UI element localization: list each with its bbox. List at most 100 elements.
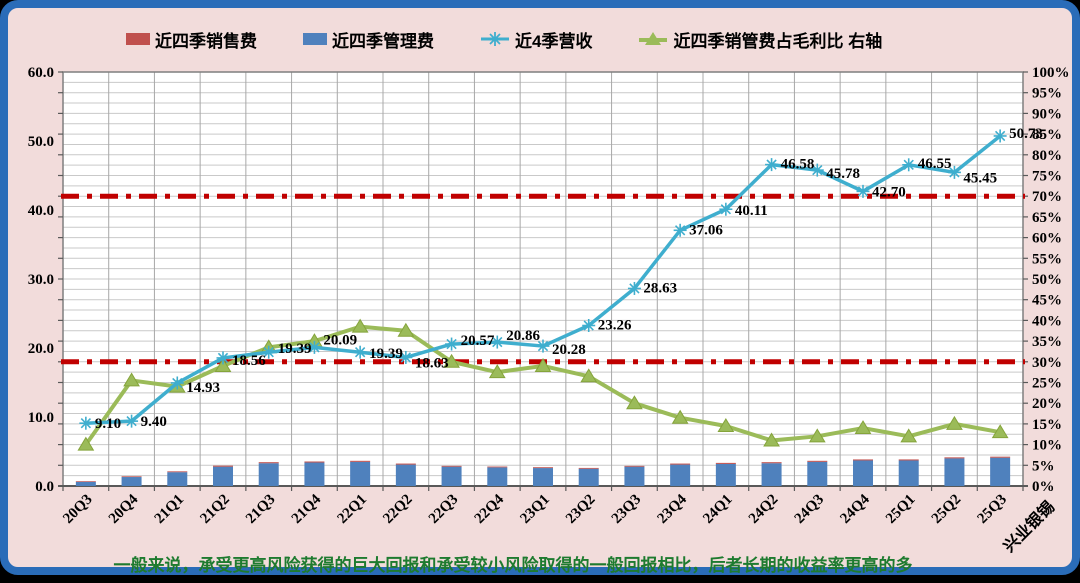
sales-fee-bar [213,465,233,467]
triangle-marker [900,428,918,443]
svg-text:45.78: 45.78 [826,166,860,182]
triangle-marker [946,415,963,430]
mgmt-fee-bar [304,462,325,486]
asterisk-marker [353,345,367,359]
mgmt-fee-bar [578,468,599,486]
triangle-marker [397,322,415,337]
svg-text:0%: 0% [1032,479,1055,495]
triangle-marker [717,417,735,432]
triangle-marker [991,424,1009,439]
ratio-line-series [77,318,1009,451]
legend-label-sales-fee: 近四季销售费 [155,31,257,51]
legend-item-ratio: 近四季销管费占毛利比 右轴 [638,27,882,52]
svg-text:25Q2: 25Q2 [929,492,964,527]
svg-text:23Q3: 23Q3 [609,492,644,527]
asterisk-marker [947,165,961,179]
sales-fee-bar [395,463,416,465]
asterisk-marker [765,158,779,172]
mgmt-fee-bar [761,463,782,486]
svg-text:22Q3: 22Q3 [426,492,461,527]
asterisk-marker [993,129,1007,143]
svg-text:40%: 40% [1032,313,1062,329]
asterisk-marker [125,414,139,428]
mgmt-fee-bar [990,457,1011,486]
sales-fee-bar [258,462,279,464]
sales-fee-bar [670,463,691,465]
svg-text:19.39: 19.39 [278,341,312,357]
sales-fee-bar [121,476,142,478]
axis-ticks [58,71,1028,491]
svg-text:23Q1: 23Q1 [517,492,552,527]
triangle-marker [854,420,872,435]
svg-text:10.0: 10.0 [28,410,54,426]
svg-text:50%: 50% [1032,272,1062,288]
svg-text:95%: 95% [1032,86,1062,102]
svg-text:45%: 45% [1032,293,1062,309]
mgmt-fee-bar [898,460,919,486]
legend-item-sales-fee: 近四季销售费 [126,27,257,52]
svg-text:20Q4: 20Q4 [106,491,142,527]
svg-text:22Q2: 22Q2 [380,492,415,527]
sales-fee-bar [898,459,919,461]
svg-text:9.40: 9.40 [141,414,167,430]
svg-text:14.93: 14.93 [186,380,220,396]
green-line-swatch-icon [639,32,668,45]
svg-text:22Q1: 22Q1 [334,492,369,527]
svg-text:46.55: 46.55 [918,156,952,172]
triangle-marker [534,357,552,372]
asterisk-marker [262,345,276,359]
asterisk-marker [216,351,230,365]
sales-fee-bar [944,457,965,459]
sales-fee-bar [761,462,782,464]
svg-text:24Q1: 24Q1 [700,492,735,527]
mgmt-fee-bar [670,464,691,486]
svg-text:20.28: 20.28 [552,342,586,358]
svg-text:70%: 70% [1032,189,1062,205]
asterisk-marker [810,163,824,177]
svg-text:80%: 80% [1032,148,1062,164]
triangle-marker [214,357,232,372]
svg-text:23Q4: 23Q4 [654,491,690,527]
triangle-marker [123,372,140,387]
svg-text:23Q2: 23Q2 [563,492,598,527]
svg-text:100%: 100% [1032,65,1070,81]
asterisk-marker [856,184,870,198]
triangle-marker [488,364,506,379]
sales-fee-bar [853,459,873,461]
mgmt-fee-bar [121,477,142,486]
svg-text:30.0: 30.0 [28,272,54,288]
mgmt-fee-bar [75,481,96,486]
cyan-line-swatch-icon [481,32,509,46]
svg-text:55%: 55% [1032,251,1062,267]
svg-text:5%: 5% [1032,458,1055,474]
triangle-marker [626,395,643,410]
legend-label-ratio: 近四季销管费占毛利比 右轴 [673,31,883,51]
asterisk-marker [490,335,504,349]
sales-fee-bar [715,462,736,464]
left-axis-labels: 0.0 10.0 20.0 30.0 40.0 50.0 60.0 [28,65,54,495]
sales-fee-bar [350,460,371,462]
svg-text:40.11: 40.11 [735,203,768,219]
sales-fee-bar [167,471,188,473]
svg-text:28.63: 28.63 [643,280,677,296]
sales-fee-bar [441,465,462,467]
asterisk-marker [673,223,687,237]
vertical-gridlines [108,72,978,486]
asterisk-marker [307,340,321,354]
sales-fee-bar [990,456,1011,458]
asterisk-marker [902,158,916,172]
svg-text:10%: 10% [1032,438,1062,454]
triangle-marker [580,368,598,383]
revenue-data-labels: 9.10 9.40 14.93 18.56 19.39 20.09 19.39 18.63 20… [95,126,1043,432]
svg-text:45.45: 45.45 [963,170,997,186]
svg-text:37.06: 37.06 [689,222,723,238]
triangle-marker [763,432,780,447]
asterisk-marker [170,376,184,390]
sales-fee-bar [533,467,553,469]
svg-text:22Q4: 22Q4 [472,491,508,527]
svg-text:20%: 20% [1032,396,1062,412]
mgmt-fee-bar [441,466,462,486]
svg-text:9.10: 9.10 [95,416,121,432]
legend-label-mgmt-fee: 近四季管理费 [332,31,434,51]
svg-text:25Q1: 25Q1 [883,492,918,527]
